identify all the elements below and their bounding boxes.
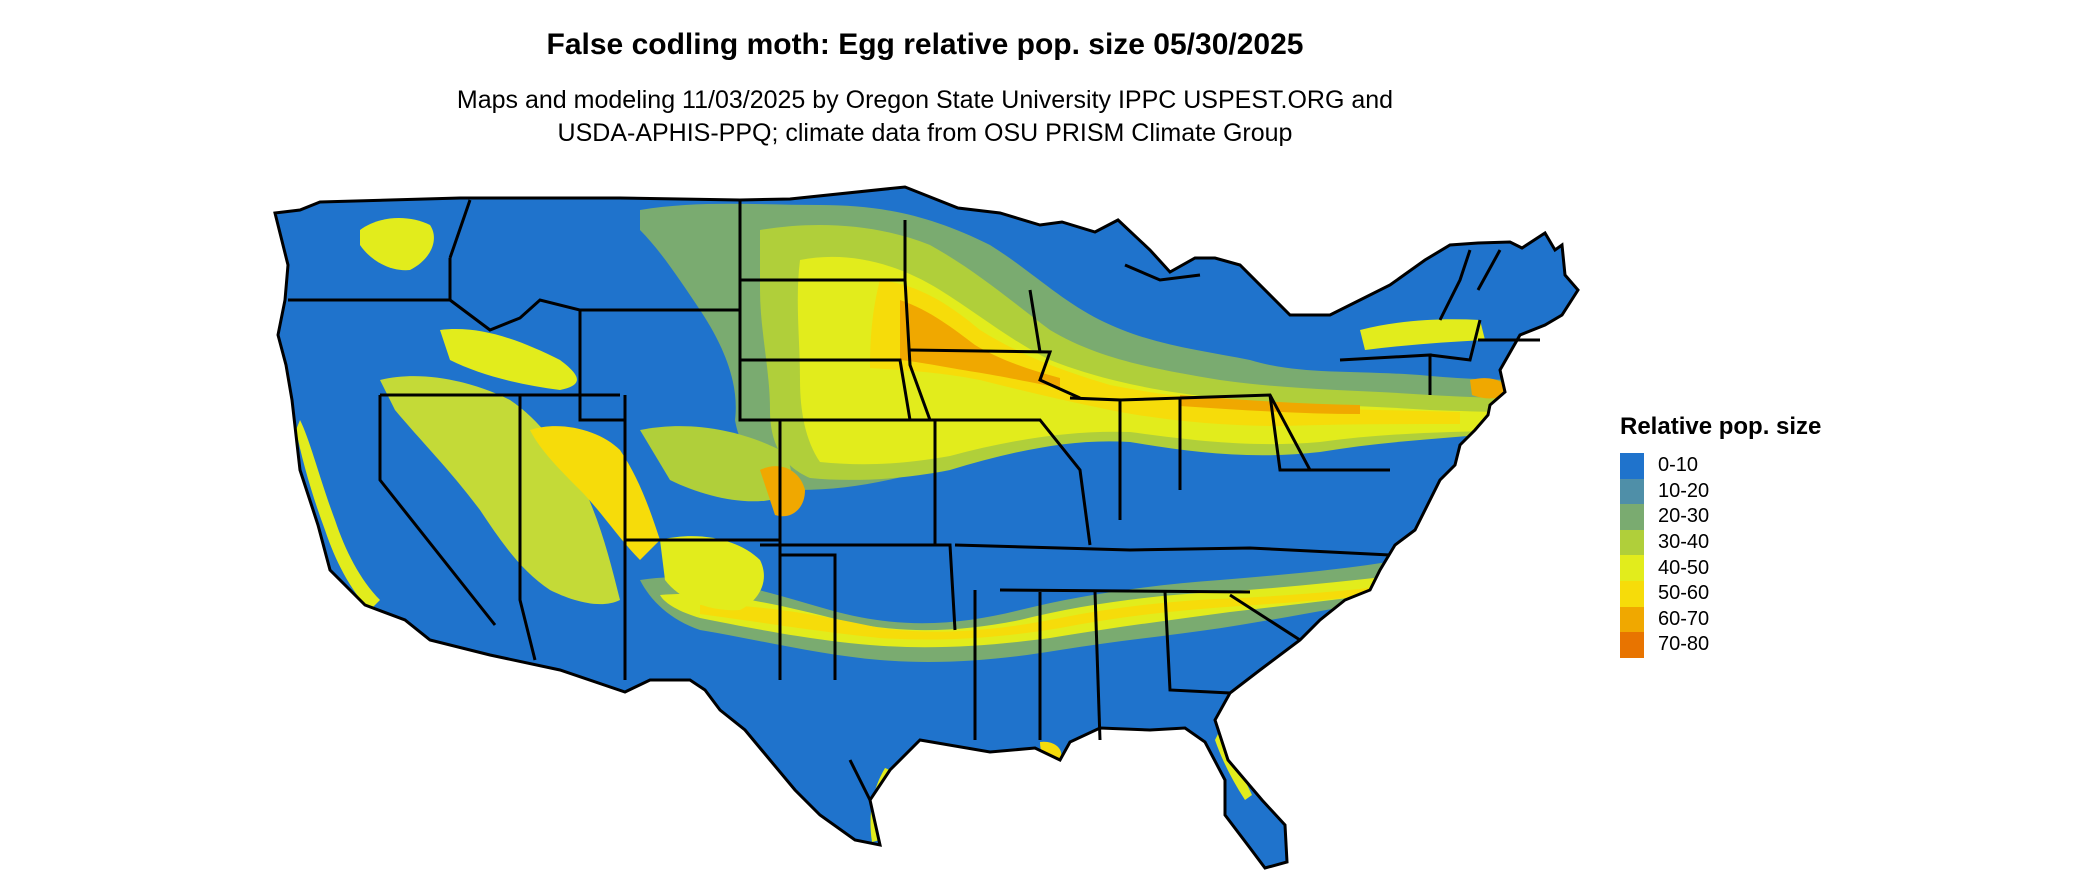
population-bands (296, 203, 1540, 842)
legend-item: 20-30 (1620, 504, 1821, 530)
legend-item: 60-70 (1620, 606, 1821, 633)
legend: Relative pop. size 0-10 10-20 20-30 30-4… (1620, 413, 1821, 658)
legend-label: 40-50 (1658, 556, 1710, 579)
legend-items: 0-10 10-20 20-30 30-40 40-50 50-60 60-70… (1620, 453, 1821, 658)
legend-item: 10-20 (1620, 478, 1821, 505)
legend-item: 70-80 (1620, 632, 1821, 658)
state-borders (273, 185, 1580, 870)
legend-item: 0-10 (1620, 453, 1821, 479)
map-title: False codling moth: Egg relative pop. si… (546, 28, 1304, 61)
legend-label: 20-30 (1658, 505, 1710, 528)
legend-swatch (1620, 555, 1644, 581)
legend-label: 0-10 (1658, 454, 1699, 477)
legend-label: 60-70 (1658, 607, 1710, 630)
legend-label: 10-20 (1658, 479, 1710, 502)
legend-item: 40-50 (1620, 555, 1821, 581)
legend-label: 50-60 (1658, 582, 1710, 605)
legend-swatch (1620, 453, 1644, 479)
legend-label: 70-80 (1658, 633, 1710, 656)
subtitle-line-1: Maps and modeling 11/03/2025 by Oregon S… (456, 86, 1394, 114)
legend-swatch (1620, 504, 1644, 530)
legend-swatch (1620, 606, 1644, 633)
subtitle-line-2: USDA-APHIS-PPQ; climate data from OSU PR… (557, 119, 1293, 147)
legend-title: Relative pop. size (1620, 413, 1822, 440)
legend-item: 30-40 (1620, 529, 1821, 556)
legend-item: 50-60 (1620, 580, 1821, 607)
legend-swatch (1620, 632, 1644, 658)
map-subtitle: Maps and modeling 11/03/2025 by Oregon S… (0, 84, 1850, 150)
legend-swatch (1620, 580, 1644, 607)
legend-swatch (1620, 529, 1644, 556)
legend-label: 30-40 (1658, 531, 1710, 554)
legend-swatch (1620, 478, 1644, 505)
